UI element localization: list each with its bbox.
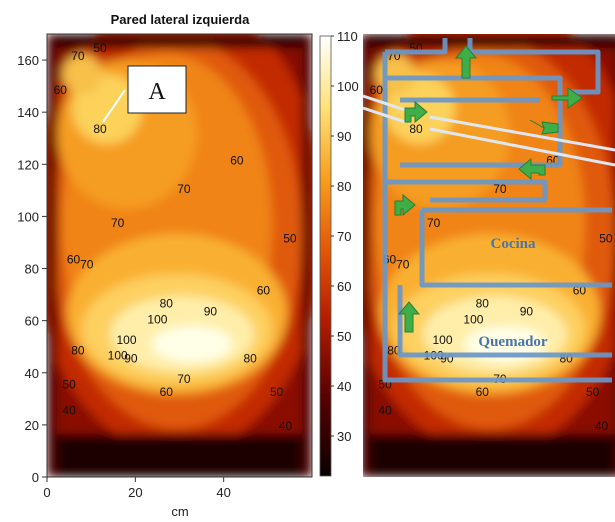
- contour-label: 80: [243, 351, 257, 365]
- chart-title: Pared lateral izquierda: [111, 12, 250, 27]
- y-tick-label: 20: [25, 418, 39, 433]
- contour-label: 90: [204, 304, 218, 318]
- pipe-overlay: [362, 94, 615, 167]
- flow-overlay: [382, 38, 612, 383]
- contour-label: 100: [116, 333, 136, 347]
- quemador-label: Quemador: [478, 334, 548, 350]
- arrow-icon: [454, 45, 478, 79]
- contour-label: 70: [80, 258, 94, 272]
- colorbar-tick-label: 80: [337, 179, 351, 194]
- y-axis: 0 20 40 60 80 100 120 140 160: [17, 53, 47, 485]
- y-tick-label: 140: [17, 105, 39, 120]
- contour-label: 80: [71, 344, 85, 358]
- arrow-icon: [518, 157, 546, 181]
- colorbar-tick-label: 40: [337, 379, 351, 394]
- contour-label: 60: [257, 284, 271, 298]
- annotation-label: A: [148, 79, 166, 105]
- colorbar-tick-label: 100: [337, 79, 359, 94]
- contour-label: 100: [147, 312, 167, 326]
- x-tick-label: 0: [43, 485, 50, 500]
- arrow-icon: [551, 87, 583, 109]
- y-tick-label: 160: [17, 53, 39, 68]
- x-axis: 0 20 40: [43, 477, 231, 500]
- arrow-icon: [397, 301, 421, 333]
- colorbar-tick-label: 50: [337, 329, 351, 344]
- annotation-a: A: [102, 65, 187, 123]
- y-tick-label: 40: [25, 366, 39, 381]
- contour-label: 80: [93, 122, 107, 136]
- cocina-label: Cocina: [491, 236, 537, 252]
- contour-label: 70: [427, 216, 441, 230]
- contour-label: 80: [160, 297, 174, 311]
- contour-label: 50: [93, 41, 107, 55]
- contour-label: 80: [476, 297, 490, 311]
- contour-label: 50: [62, 377, 76, 391]
- contour-label: 70: [111, 216, 125, 230]
- colorbar-tick-label: 70: [337, 229, 351, 244]
- contour-label: 70: [71, 49, 85, 63]
- colorbar: [319, 35, 332, 477]
- contour-label: 80: [409, 122, 423, 136]
- y-tick-label: 80: [25, 262, 39, 277]
- contour-label: 60: [67, 252, 81, 266]
- y-tick-label: 100: [17, 209, 39, 224]
- contour-label: 70: [177, 372, 191, 386]
- contour-label: 50: [283, 231, 297, 245]
- contour-label: 70: [177, 182, 191, 196]
- contour-label: 50: [599, 231, 613, 245]
- annotation-box: [127, 65, 187, 114]
- contour-label: 100: [463, 312, 483, 326]
- arrow-icon: [529, 119, 559, 135]
- contour-label: 50: [586, 385, 600, 399]
- contour-label: 90: [124, 351, 138, 365]
- contour-label: 40: [62, 403, 76, 417]
- contour-label: 100: [432, 333, 452, 347]
- colorbar-tick-label: 110: [337, 29, 358, 44]
- contour-label: 100: [108, 349, 128, 363]
- contour-label: 70: [493, 182, 507, 196]
- y-tick-label: 60: [25, 314, 39, 329]
- plot-frame: [46, 33, 313, 478]
- arrows: [394, 45, 583, 333]
- x-axis-label: cm: [171, 504, 188, 519]
- contour-label: 60: [54, 83, 68, 97]
- colorbar-tick-label: 30: [337, 429, 351, 444]
- contour-label: 70: [396, 258, 410, 272]
- arrow-icon: [404, 100, 428, 124]
- contour-label: 40: [279, 419, 293, 433]
- contour-label: 80: [387, 344, 401, 358]
- y-tick-label: 120: [17, 157, 39, 172]
- contour-label: 40: [595, 419, 609, 433]
- contour-label: 60: [476, 385, 490, 399]
- colorbar-tick-label: 60: [337, 279, 351, 294]
- colorbar-tick-label: 90: [337, 129, 351, 144]
- contour-label: 60: [160, 385, 174, 399]
- contour-label: 90: [520, 304, 534, 318]
- x-tick-label: 20: [128, 485, 142, 500]
- contour-label: 60: [230, 153, 244, 167]
- y-tick-label: 0: [32, 470, 39, 485]
- contour-label: 50: [270, 385, 284, 399]
- colorbar-ticks: 30 40 50 60 70 80 90 100 110: [331, 29, 359, 444]
- contour-label: 40: [378, 403, 392, 417]
- x-tick-label: 40: [216, 485, 230, 500]
- contour-label: 60: [370, 83, 384, 97]
- arrow-icon: [394, 193, 416, 217]
